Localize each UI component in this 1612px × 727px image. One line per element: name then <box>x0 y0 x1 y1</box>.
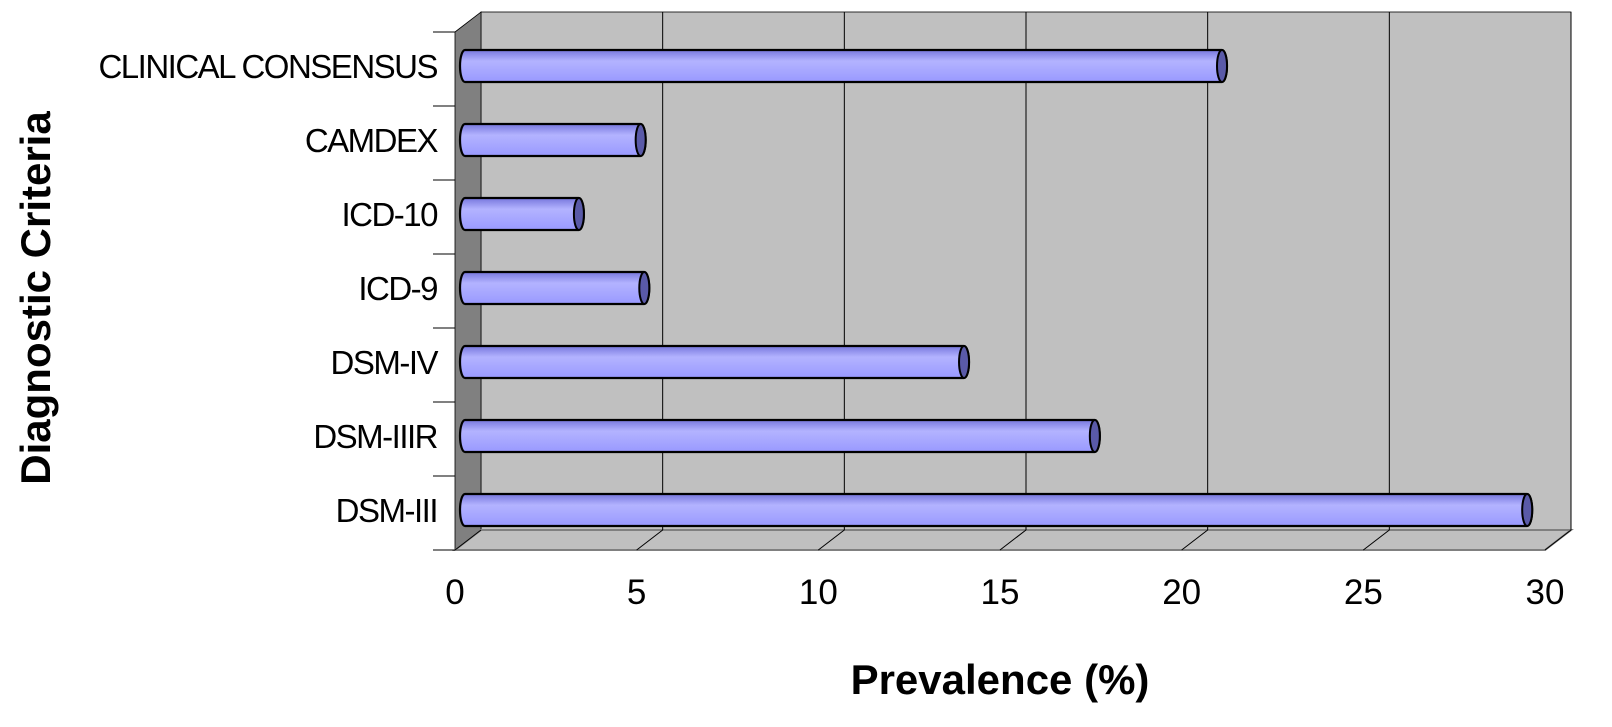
x-tick-label: 15 <box>981 573 1020 612</box>
x-tick-label: 20 <box>1162 573 1201 612</box>
bar <box>458 344 971 380</box>
y-axis-title: Diagnostic Criteria <box>12 111 59 485</box>
x-tick-label: 0 <box>445 573 464 612</box>
floor-gridline <box>636 529 663 551</box>
bar-cap <box>634 123 647 157</box>
category-label: CAMDEX <box>305 122 439 159</box>
bars-group <box>458 48 1534 528</box>
bar-cap <box>638 271 651 305</box>
bar <box>458 418 1101 454</box>
category-label: ICD-10 <box>341 196 438 233</box>
floor-gridline <box>999 529 1027 551</box>
bar-body <box>458 344 971 380</box>
bar <box>458 48 1229 84</box>
floor-gridline <box>818 529 845 551</box>
bar <box>458 492 1534 528</box>
bar-body <box>458 270 651 306</box>
bar-body <box>458 196 585 232</box>
x-axis-title: Prevalence (%) <box>851 656 1150 703</box>
bar <box>458 196 585 232</box>
category-label: ICD-9 <box>358 270 437 307</box>
x-tick-label: 25 <box>1344 573 1383 612</box>
category-label: DSM-III <box>336 492 437 529</box>
floor-gridline <box>1544 529 1572 551</box>
bar-cap <box>1088 419 1101 453</box>
x-tick-label: 5 <box>627 573 646 612</box>
x-tick-label: 10 <box>799 573 838 612</box>
bar <box>458 270 651 306</box>
x-tick-labels: 0 5 10 15 20 25 30 <box>445 573 1564 612</box>
category-label: DSM-IV <box>331 344 439 381</box>
bar <box>458 122 647 158</box>
bar-body <box>458 418 1101 454</box>
bar-body <box>458 492 1534 528</box>
floor-gridline <box>1363 529 1390 551</box>
category-label: DSM-IIIR <box>313 418 437 455</box>
x-tick-label: 30 <box>1526 573 1565 612</box>
bar-body <box>458 122 647 158</box>
category-label: CLINICAL CONSENSUS <box>98 48 437 85</box>
bar-cap <box>1521 493 1534 527</box>
floor-gridline <box>454 529 482 551</box>
floor-gridline <box>1181 529 1208 551</box>
bar-cap <box>572 197 585 231</box>
bar-cap <box>1216 49 1228 83</box>
category-labels: CLINICAL CONSENSUS CAMDEX ICD-10 ICD-9 DSM-I… <box>98 48 440 529</box>
bar-body <box>458 48 1229 84</box>
bar-cap <box>958 345 971 379</box>
